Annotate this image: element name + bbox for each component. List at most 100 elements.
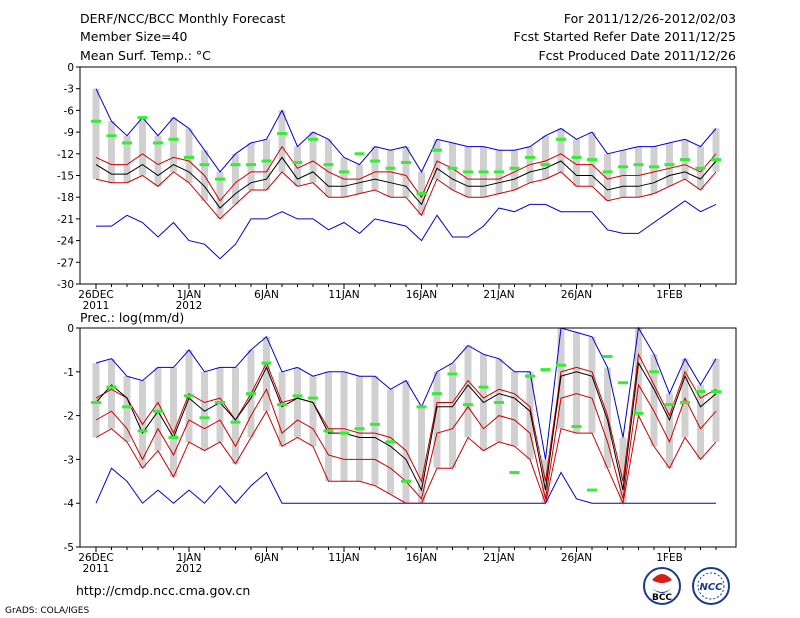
temp-spread-bar: [557, 128, 565, 172]
temp-min-line: [96, 200, 717, 260]
precip-y-tick-label: -2: [64, 411, 74, 423]
temp-observed-mark: [680, 158, 690, 162]
temp-x-tick-label: 16JAN: [406, 289, 437, 301]
precip-y-tick-label: -4: [64, 498, 75, 510]
precip-observed-marks: [91, 354, 721, 492]
temp-observed-mark: [106, 134, 117, 138]
temp-spread-bar: [604, 153, 611, 201]
bcc-logo-text: BCC: [652, 593, 672, 603]
precip-spread-bar: [294, 367, 301, 438]
precip-spread-bar: [573, 332, 580, 434]
precip-x-tick-label: 21JAN: [483, 552, 514, 564]
bcc-logo: BCC: [643, 567, 681, 605]
temp-observed-mark: [494, 170, 504, 174]
temp-observed-mark: [509, 166, 520, 170]
temp-observed-mark: [168, 137, 179, 141]
ncc-logo-text: NCC: [699, 582, 723, 593]
precip-observed-mark: [339, 431, 349, 435]
precip-y-tick-label: -3: [64, 454, 74, 466]
temp-spread-bar: [108, 121, 115, 183]
temp-x-tick-year: 2012: [176, 300, 203, 312]
temp-observed-mark: [184, 155, 194, 159]
temp-observed-mark: [339, 170, 349, 174]
precip-observed-mark: [711, 390, 721, 394]
temp-observed-mark: [432, 148, 442, 152]
temp-spread-bar: [278, 110, 286, 172]
precip-x-tick-label: 26JAN: [561, 552, 592, 564]
temp-observed-mark: [261, 159, 272, 163]
precip-y-tick-label: 0: [67, 323, 74, 335]
temp-observed-mark: [277, 132, 287, 136]
precip-spread-bar: [402, 380, 410, 504]
temp-observed-mark: [370, 159, 380, 163]
precip-observed-mark: [494, 400, 504, 404]
precip-observed-mark: [246, 392, 256, 396]
precip-observed-mark: [91, 400, 101, 404]
temp-observed-mark: [587, 158, 597, 162]
temp-spread-bar: [263, 139, 270, 190]
precip-observed-mark: [370, 422, 380, 426]
temp-observed-mark: [122, 141, 132, 145]
temp-observed-mark: [525, 155, 535, 159]
temp-observed-mark: [385, 166, 396, 170]
precip-spread-bar: [526, 371, 534, 460]
precip-x-tick-label: 1JAN: [177, 552, 202, 564]
precip-x-tick-year: 2012: [176, 563, 203, 575]
temp-observed-mark: [230, 163, 241, 167]
temp-spread-bar: [154, 135, 162, 187]
temp-observed-mark: [649, 165, 659, 169]
temp-y-tick-label: -3: [64, 84, 74, 96]
precip-median-line: [95, 361, 717, 492]
precip-spread-bar: [449, 363, 456, 469]
temp-spread-bar: [247, 142, 255, 190]
temp-observed-mark: [556, 137, 566, 141]
temperature-spread-bars: [92, 88, 720, 219]
precip-spread-bar: [108, 358, 115, 429]
temp-x-tick-label: 1FEB: [656, 289, 683, 301]
precip-observed-mark: [168, 436, 179, 439]
precip-spread-bar: [588, 336, 596, 434]
forecast-period: For 2011/12/26-2012/02/03: [564, 11, 736, 26]
precip-observed-mark: [277, 403, 287, 407]
temp-x-tick-year: 2011: [83, 300, 110, 312]
temp-q75-line: [95, 145, 717, 202]
temperature-y-axis: 0 -3 -6 -9 -12 -15 -18 -21 -24 -27 -30: [57, 62, 80, 291]
temp-spread-bar: [371, 146, 379, 190]
precip-spread-bar: [232, 367, 239, 464]
precip-observed-mark: [385, 440, 396, 444]
source-url[interactable]: http://cmdp.ncc.cma.gov.cn: [76, 583, 250, 598]
precip-spread-bar: [495, 358, 503, 442]
precip-x-tick-label: 16JAN: [406, 552, 437, 564]
precip-y-tick-label: -1: [64, 367, 74, 379]
temp-spread-bar: [402, 146, 410, 198]
temp-spread-bar: [170, 117, 177, 172]
temp-q25-line: [95, 171, 717, 220]
temp-spread-bar: [325, 139, 332, 198]
precip-observed-mark: [664, 403, 675, 407]
bcc-logo-ring: [643, 567, 681, 605]
precip-spread-bar: [635, 328, 642, 416]
precip-observed-mark: [416, 405, 427, 409]
temp-observed-mark: [292, 160, 303, 164]
bcc-logo-swirl-blue: [652, 588, 672, 593]
temp-spread-bar: [619, 150, 627, 198]
temp-observed-mark: [540, 163, 551, 167]
precip-observed-mark: [199, 416, 210, 420]
figure-title: DERF/NCC/BCC Monthly Forecast: [80, 11, 285, 26]
ncc-logo: NCC: [692, 567, 730, 605]
precip-observed-mark: [540, 368, 551, 372]
precip-spread-bar: [309, 376, 317, 447]
temp-y-tick-label: 0: [67, 62, 74, 74]
precip-spread-bar: [92, 363, 100, 438]
temp-y-tick-label: -15: [57, 171, 74, 183]
precip-observed-mark: [478, 385, 489, 389]
temp-y-tick-label: -27: [57, 257, 74, 269]
precip-spread-bar: [371, 376, 379, 486]
temp-spread-bar: [650, 146, 658, 194]
temp-observed-mark: [664, 163, 675, 167]
precip-y-axis: 0 -1 -2 -3 -4 -5: [64, 323, 80, 554]
